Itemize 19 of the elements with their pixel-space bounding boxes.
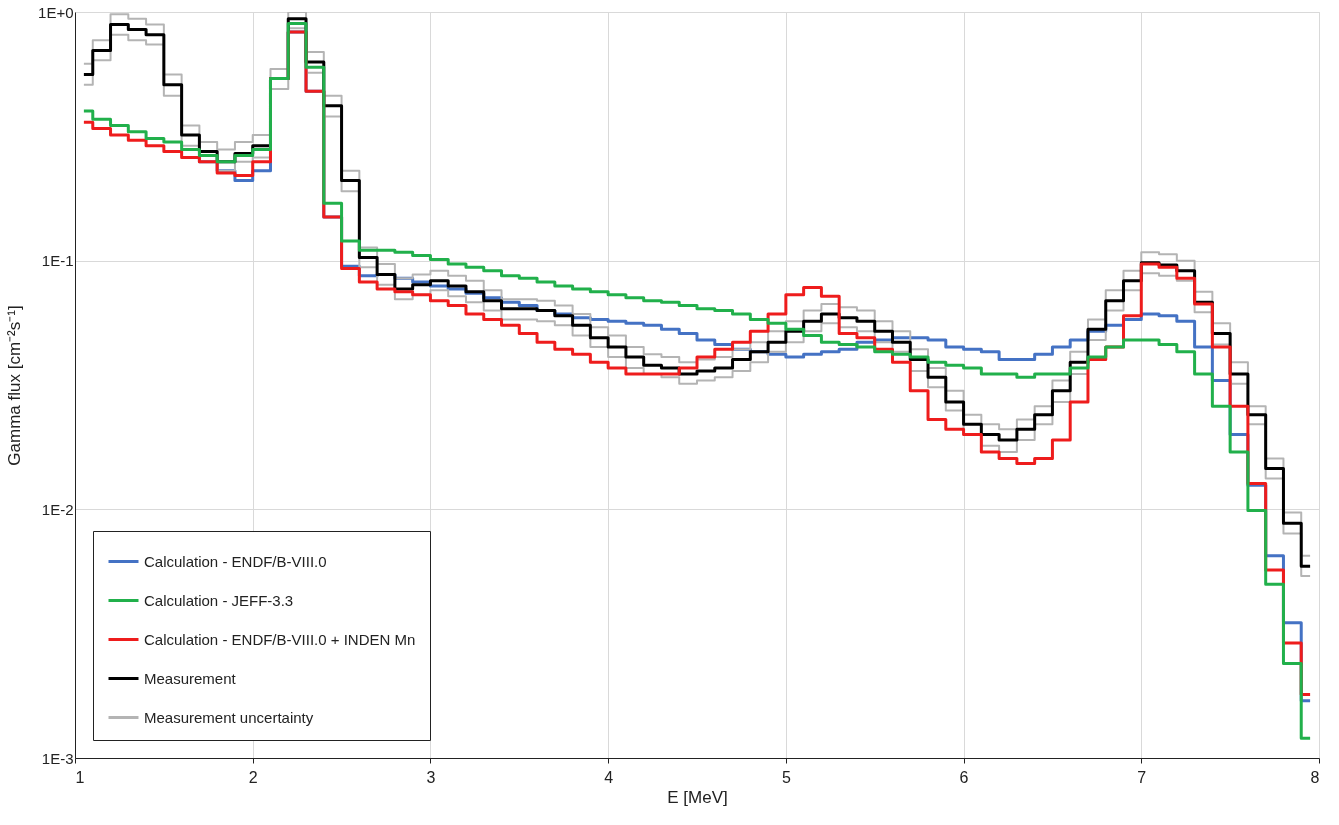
legend-label: Calculation - JEFF-3.3 [144,591,294,609]
x-tick-label: 4 [604,768,614,786]
y-tick-label: 1E-1 [41,252,74,270]
legend-label: Measurement [144,669,237,687]
x-axis-title: E [MeV] [667,787,728,807]
x-tick-label: 8 [1310,768,1320,786]
legend-label: Measurement uncertainty [144,708,314,726]
x-tick-label: 6 [959,768,969,786]
y-tick-label: 1E+0 [38,3,74,21]
x-tick-label: 1 [75,768,85,786]
x-tick-label: 2 [248,768,258,786]
y-tick-label: 1E-2 [41,500,74,518]
x-tick-label: 3 [426,768,436,786]
y-tick-label: 1E-3 [41,749,74,767]
y-axis-title: Gamma flux [cm⁻²s⁻¹] [5,305,25,466]
legend-label: Calculation - ENDF/B-VIII.0 + INDEN Mn [144,630,416,648]
x-tick-label: 7 [1137,768,1147,786]
legend-label: Calculation - ENDF/B-VIII.0 [144,552,327,570]
x-tick-label: 5 [781,768,791,786]
